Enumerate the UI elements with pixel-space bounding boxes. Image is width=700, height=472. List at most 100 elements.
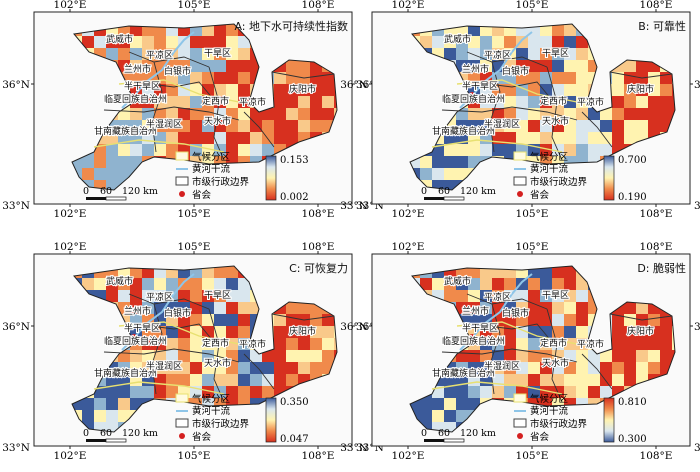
- grid-cell: [636, 350, 648, 362]
- city-label: 天水市: [542, 115, 569, 127]
- city-label: 庆阳市: [627, 325, 654, 337]
- grid-cell: [420, 422, 432, 432]
- grid-cell: [540, 374, 552, 386]
- grid-cell: [444, 132, 456, 144]
- grid-cell: [528, 96, 540, 108]
- grid-cell: [432, 410, 444, 422]
- grid-cell: [118, 302, 130, 314]
- grid-cell: [648, 326, 660, 338]
- city-label: 庆阳市: [289, 325, 316, 337]
- grid-cell: [130, 36, 142, 48]
- legend-swatch-climate: [175, 151, 189, 161]
- city-label: 兰州市: [462, 63, 489, 75]
- climate-zone-line: [118, 321, 240, 345]
- grid-cell: [480, 120, 492, 132]
- grid-cell: [82, 168, 94, 180]
- grid-cell: [552, 84, 564, 96]
- grid-cell: [480, 386, 492, 398]
- grid-cell: [82, 410, 94, 422]
- city-boundary: [243, 353, 275, 390]
- longitude-tick-label: 102°E: [54, 241, 87, 253]
- latitude-tick-label: 33°N: [2, 200, 30, 212]
- grid-cell: [576, 144, 588, 156]
- grid-cell: [492, 96, 504, 108]
- grid-cell: [202, 362, 214, 374]
- colorbar-min-label: 0.002: [280, 192, 309, 203]
- grid-cell: [130, 266, 142, 278]
- grid-cell: [286, 302, 298, 314]
- grid-cell: [238, 48, 250, 60]
- grid-cell: [636, 84, 648, 96]
- grid-cell: [298, 108, 310, 120]
- grid-cell: [480, 108, 492, 120]
- climate-zone-line: [456, 79, 578, 103]
- grid-cell: [660, 326, 672, 338]
- city-boundary: [151, 303, 163, 395]
- city-label: 平凉区: [146, 49, 173, 61]
- grid-cell: [420, 180, 432, 190]
- grid-cell: [504, 350, 516, 362]
- grid-cell: [142, 84, 154, 96]
- grid-cell: [202, 132, 214, 144]
- scale-label: 120 km: [122, 186, 158, 197]
- grid-cell: [552, 314, 564, 326]
- grid-cell: [238, 362, 250, 374]
- grid-cell: [178, 72, 190, 84]
- grid-cell: [286, 350, 298, 362]
- grid-cell: [432, 398, 444, 410]
- grid-cell: [238, 36, 250, 48]
- grid-cell: [564, 374, 576, 386]
- grid-cell: [552, 326, 564, 338]
- grid-cell: [552, 36, 564, 48]
- grid-cell: [94, 180, 106, 190]
- grid-cell: [106, 278, 118, 290]
- grid-cell: [166, 350, 178, 362]
- city-label: 临夏回族自治州: [442, 335, 505, 347]
- grid-cell: [468, 48, 480, 60]
- grid-cell: [528, 362, 540, 374]
- grid-cell: [274, 120, 286, 132]
- grid-cell: [456, 36, 468, 48]
- grid-cell: [540, 302, 552, 314]
- city-boundary: [133, 323, 215, 343]
- grid-cell: [456, 398, 468, 410]
- grid-cell: [564, 314, 576, 326]
- grid-cell: [492, 84, 504, 96]
- grid-cell: [552, 362, 564, 374]
- grid-cell: [468, 314, 480, 326]
- grid-cell: [274, 72, 286, 84]
- city-boundary: [133, 81, 215, 101]
- city-label: 甘南藏族自治州: [432, 125, 495, 137]
- scale-bar: 0 60 120 km: [421, 186, 496, 201]
- grid-cell: [298, 84, 310, 96]
- grid-cell: [624, 84, 636, 96]
- grid-cell: [552, 72, 564, 84]
- grid-cell: [480, 350, 492, 362]
- grid-cell: [94, 156, 106, 168]
- colorbar-max-label: 0.810: [618, 397, 647, 408]
- city-label: 甘南藏族自治州: [94, 367, 157, 379]
- legend-swatch-climate: [513, 393, 527, 403]
- legend-label: 省会: [530, 431, 550, 443]
- grid-cell: [202, 266, 214, 278]
- grid-cell: [444, 180, 456, 190]
- capital-marker: [131, 92, 137, 98]
- grid-cell: [130, 144, 142, 156]
- grid-cell: [298, 120, 310, 132]
- grid-cell: [250, 374, 262, 386]
- city-label: 兰州市: [124, 63, 151, 75]
- grid-cell: [190, 374, 202, 386]
- longitude-tick-label: 108°E: [640, 208, 673, 220]
- grid-cell: [130, 362, 142, 374]
- grid-cell: [456, 132, 468, 144]
- grid-cell: [262, 362, 274, 374]
- grid-cell: [118, 60, 130, 72]
- grid-cell: [166, 302, 178, 314]
- grid-cell: [636, 302, 648, 314]
- city-label: 半湿润区: [484, 360, 520, 372]
- grid-cell: [636, 120, 648, 132]
- grid-cell: [648, 72, 660, 84]
- city-label: 半干旱区: [462, 80, 498, 92]
- city-boundary: [271, 313, 335, 321]
